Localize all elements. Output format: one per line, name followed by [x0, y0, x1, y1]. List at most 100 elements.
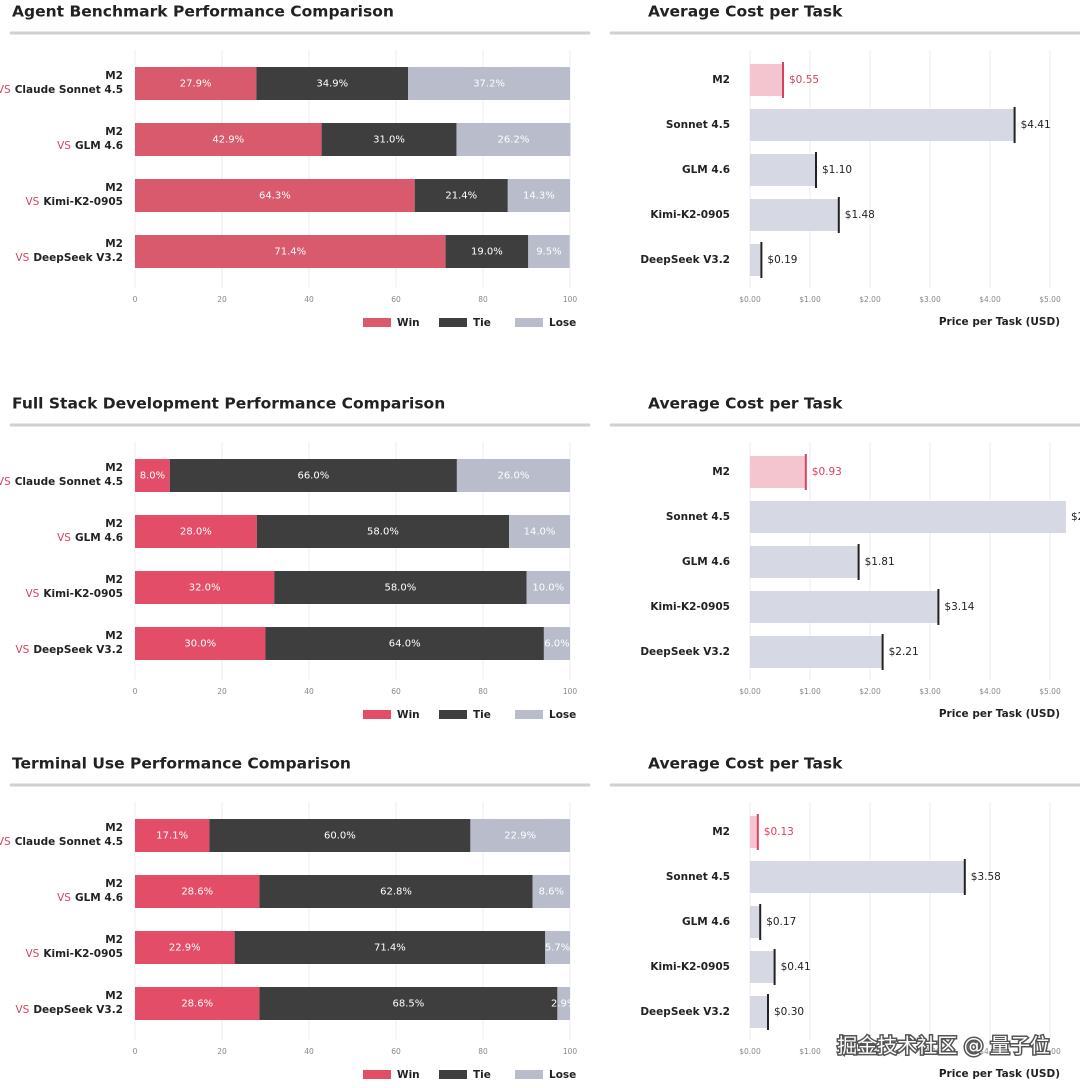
value-label: 58.0% — [367, 527, 399, 538]
category-model: M2 — [105, 630, 123, 642]
legend-label: Tie — [473, 709, 491, 721]
x-tick-label: 80 — [478, 295, 488, 304]
bar — [750, 109, 1015, 141]
value-label: $20.94 — [1071, 511, 1080, 523]
bar-segment — [259, 987, 558, 1020]
value-label: 64.3% — [259, 191, 291, 202]
bar — [750, 64, 783, 96]
watermark: 掘金技术社区 @ 量子位 — [837, 1034, 1050, 1058]
category-opponent: DeepSeek V3.2 — [33, 252, 123, 264]
category-model: M2 — [105, 126, 123, 138]
category-label: M2 — [712, 466, 730, 478]
bars — [750, 62, 1016, 278]
value-label: $4.41 — [1021, 119, 1051, 131]
bar — [750, 154, 816, 186]
bar-segment — [135, 67, 257, 100]
bar — [750, 456, 806, 488]
category-model: M2 — [105, 70, 123, 82]
x-tick-label: $1.00 — [799, 687, 821, 696]
legend-label: Tie — [473, 1069, 491, 1081]
bar — [750, 861, 965, 893]
category-vs: VS — [25, 948, 39, 960]
value-label: 71.4% — [374, 943, 406, 954]
bar — [750, 636, 883, 668]
value-label: 30.0% — [184, 639, 216, 650]
category-model: M2 — [105, 238, 123, 250]
value-label: 19.0% — [471, 247, 503, 258]
x-tick-label: 0 — [133, 687, 138, 696]
value-label: 27.9% — [180, 79, 212, 90]
bar-segment — [470, 819, 570, 852]
bar-segment — [135, 179, 415, 212]
category-model: M2 — [105, 182, 123, 194]
bars — [750, 814, 966, 1030]
bar-segment — [456, 123, 571, 156]
x-tick-label: 0 — [133, 1047, 138, 1056]
category-label: M2 — [712, 74, 730, 86]
legend-swatch — [439, 1070, 467, 1079]
category-opponent: GLM 4.6 — [75, 140, 123, 152]
bar-segment — [135, 819, 210, 852]
x-tick-label: 20 — [217, 687, 227, 696]
category-vs: VS — [57, 892, 71, 904]
x-tick-label: 80 — [478, 687, 488, 696]
x-tick-label: 0 — [133, 295, 138, 304]
value-label: 28.6% — [181, 999, 213, 1010]
value-label: $0.13 — [764, 826, 794, 838]
x-tick-label: 60 — [391, 687, 401, 696]
category-vs: VS — [25, 588, 39, 600]
bar-segment — [274, 571, 527, 604]
category-label: GLM 4.6 — [682, 556, 730, 568]
category-model: M2 — [105, 574, 123, 586]
category-vs: VS — [15, 1004, 29, 1016]
x-tick-label: $4.00 — [979, 1047, 1001, 1056]
category-vs: VS — [0, 84, 11, 96]
value-label: 66.0% — [297, 471, 329, 482]
bars — [750, 454, 1066, 670]
bar-segment — [408, 67, 570, 100]
chart-title: Full Stack Development Performance Compa… — [12, 395, 445, 413]
bar-segment — [135, 987, 260, 1020]
value-label: 8.6% — [539, 887, 564, 898]
bar — [750, 951, 775, 983]
x-tick-label: $0.00 — [739, 295, 761, 304]
bar-segment — [414, 179, 508, 212]
chart-title: Average Cost per Task — [648, 395, 843, 413]
x-tick-label: 60 — [391, 295, 401, 304]
bar-segment — [259, 875, 533, 908]
value-label: 31.0% — [373, 135, 405, 146]
bar-segment — [135, 235, 446, 268]
bar-segment — [135, 931, 235, 964]
category-vs: VS — [57, 140, 71, 152]
x-tick-label: $3.00 — [919, 295, 941, 304]
x-tick-label: $5.00 — [1039, 687, 1061, 696]
category-vs: VS — [0, 476, 11, 488]
x-tick-label: $0.00 — [739, 687, 761, 696]
value-label: 32.0% — [189, 583, 221, 594]
value-label: $3.58 — [971, 871, 1001, 883]
bar-segment — [135, 571, 275, 604]
bar-segment — [545, 931, 570, 964]
value-label: 2.9% — [551, 999, 576, 1010]
bar-segment — [135, 515, 257, 548]
category-opponent: DeepSeek V3.2 — [33, 644, 123, 656]
value-label: 10.0% — [532, 583, 564, 594]
x-tick-label: 80 — [478, 1047, 488, 1056]
value-label: 62.8% — [380, 887, 412, 898]
x-tick-label: 100 — [563, 295, 578, 304]
bar — [750, 816, 758, 848]
category-model: M2 — [105, 990, 123, 1002]
bar-segment — [265, 627, 544, 660]
bar-segment — [528, 235, 570, 268]
value-label: 71.4% — [274, 247, 306, 258]
x-tick-label: $4.00 — [979, 295, 1001, 304]
legend-label: Lose — [549, 1069, 576, 1081]
x-tick-label: 40 — [304, 295, 314, 304]
x-tick-label: $4.00 — [979, 687, 1001, 696]
value-label: 6.0% — [544, 639, 569, 650]
legend-label: Win — [397, 709, 420, 721]
value-label: 58.0% — [384, 583, 416, 594]
value-label: 26.2% — [498, 135, 530, 146]
x-tick-label: $2.00 — [859, 1047, 881, 1056]
